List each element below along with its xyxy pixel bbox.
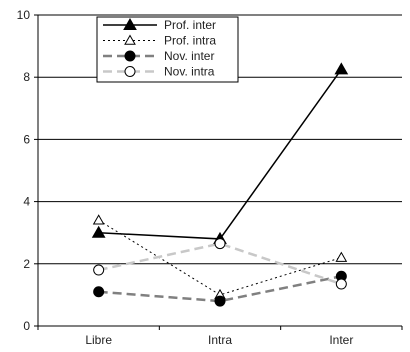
data-point bbox=[335, 251, 348, 262]
y-tick-label: 0 bbox=[23, 319, 30, 333]
data-point bbox=[91, 225, 106, 238]
axes: 0 2 4 6 8 10 Libre Intra Inter bbox=[17, 8, 403, 347]
data-point bbox=[335, 278, 347, 290]
series-line-1 bbox=[98, 68, 342, 240]
x-tick-label: Libre bbox=[85, 333, 112, 347]
legend-label: Prof. inter bbox=[164, 18, 216, 32]
legend-marker bbox=[124, 66, 136, 77]
legend-label: Prof. intra bbox=[164, 34, 216, 48]
data-point bbox=[334, 62, 349, 75]
data-point bbox=[214, 295, 226, 307]
legend-marker bbox=[123, 17, 137, 30]
series-lines bbox=[91, 62, 349, 307]
y-tick-label: 6 bbox=[23, 132, 30, 146]
data-point bbox=[93, 264, 105, 276]
data-point bbox=[92, 214, 105, 225]
series-line-3 bbox=[98, 275, 342, 303]
series-line-2 bbox=[98, 219, 342, 296]
y-tick-label: 2 bbox=[23, 257, 30, 271]
y-tick-label: 10 bbox=[17, 8, 31, 22]
y-tick-label: 8 bbox=[23, 70, 30, 84]
y-tick-label: 4 bbox=[23, 195, 30, 209]
data-point bbox=[93, 286, 105, 298]
x-tick-label: Inter bbox=[329, 333, 353, 347]
x-tick-label: Intra bbox=[208, 333, 232, 347]
legend-marker bbox=[124, 50, 136, 62]
legend-marker bbox=[124, 34, 136, 45]
legend-label: Nov. inter bbox=[164, 49, 214, 63]
legend-label: Nov. intra bbox=[164, 65, 215, 79]
data-point bbox=[214, 238, 226, 250]
